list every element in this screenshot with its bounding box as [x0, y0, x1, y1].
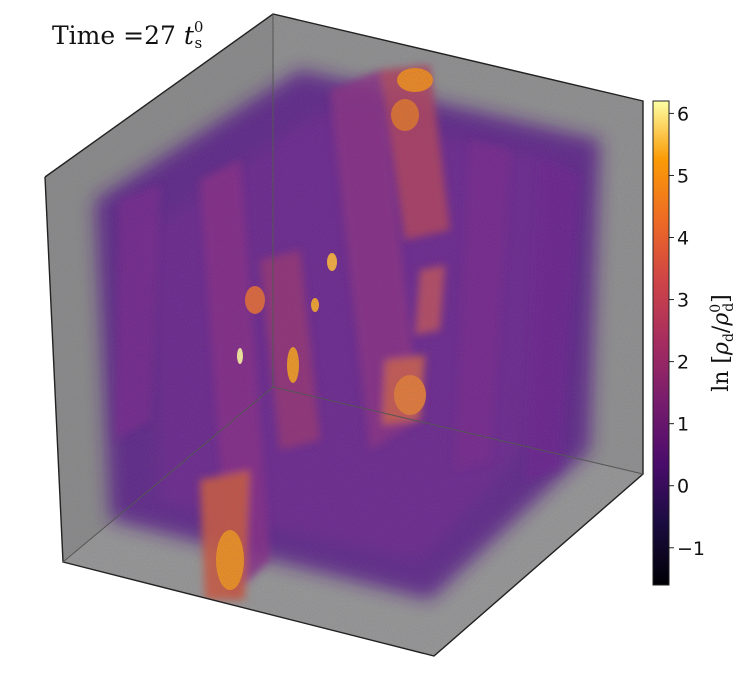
colorbar-tick-label: 6 [677, 103, 689, 125]
colorbar-tick-label: 2 [677, 352, 689, 374]
time-value: 27 [144, 21, 176, 50]
time-subscript: s [194, 34, 203, 52]
time-prefix: Time [52, 21, 116, 50]
colorbar-tick-label: 1 [677, 414, 689, 436]
time-annotation: Time =27 t0s [52, 18, 204, 52]
colorbar-tick-label: 3 [677, 290, 689, 312]
colorbar: −1 0 1 2 3 4 5 6 ln [ρd/ρ0d] [652, 100, 737, 586]
colorbar-tick-label: 5 [677, 165, 689, 187]
time-equals: = [123, 21, 145, 50]
colorbar-tick-label: 4 [677, 228, 689, 250]
colorbar-tick-label: 0 [677, 476, 689, 498]
colorbar-tick-label: −1 [677, 538, 705, 560]
colorbar-ticks: −1 0 1 2 3 4 5 6 [669, 103, 705, 560]
colorbar-gradient [652, 100, 670, 586]
time-superscript: 0 [193, 18, 204, 36]
time-symbol: t [183, 21, 194, 50]
colorbar-label: ln [ρd/ρ0d] [708, 294, 737, 392]
cube-edges [44, 13, 644, 657]
